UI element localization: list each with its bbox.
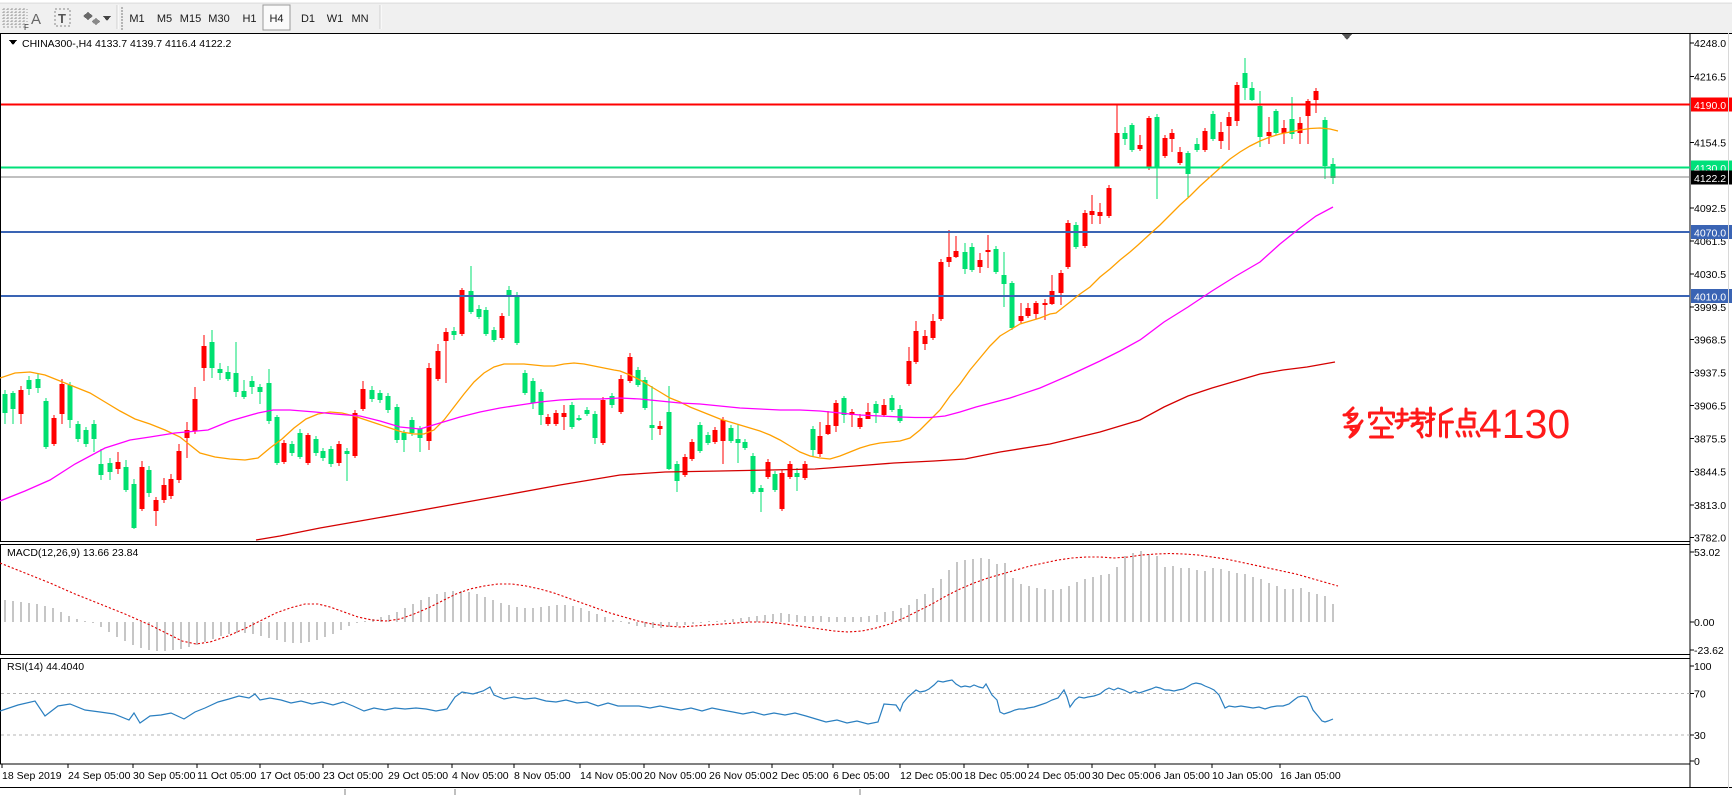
svg-text:D1: D1 (301, 13, 315, 25)
svg-text:18 Dec 05:00: 18 Dec 05:00 (964, 770, 1027, 782)
svg-text:12 Dec 05:00: 12 Dec 05:00 (900, 770, 963, 782)
svg-text:26 Nov 05:00: 26 Nov 05:00 (709, 770, 772, 782)
svg-text:16 Jan 05:00: 16 Jan 05:00 (1280, 770, 1341, 782)
svg-text:23 Oct 05:00: 23 Oct 05:00 (323, 770, 383, 782)
svg-text:3875.5: 3875.5 (1694, 433, 1726, 445)
svg-text:4154.5: 4154.5 (1694, 137, 1726, 149)
svg-text:M5: M5 (157, 13, 172, 25)
svg-text:4122.2: 4122.2 (1694, 173, 1726, 185)
svg-text:MN: MN (351, 13, 368, 25)
svg-text:4010.0: 4010.0 (1694, 292, 1726, 304)
svg-text:4030.5: 4030.5 (1694, 269, 1726, 281)
svg-text:14 Nov 05:00: 14 Nov 05:00 (580, 770, 643, 782)
svg-text:RSI(14) 44.4040: RSI(14) 44.4040 (7, 661, 84, 673)
svg-text:4248.0: 4248.0 (1694, 38, 1726, 50)
svg-text:11 Oct 05:00: 11 Oct 05:00 (197, 770, 257, 782)
svg-text:8 Nov 05:00: 8 Nov 05:00 (514, 770, 571, 782)
svg-text:CHINA300-,H4 4133.7 4139.7 41: CHINA300-,H4 4133.7 4139.7 4116.4 4122.2 (22, 38, 232, 50)
svg-text:4216.5: 4216.5 (1694, 71, 1726, 83)
svg-text:30 Dec 05:00: 30 Dec 05:00 (1092, 770, 1155, 782)
svg-text:18 Sep 2019: 18 Sep 2019 (2, 770, 62, 782)
svg-text:T: T (58, 11, 66, 26)
svg-text:70: 70 (1694, 689, 1706, 701)
svg-text:17 Oct 05:00: 17 Oct 05:00 (260, 770, 320, 782)
svg-text:0.00: 0.00 (1694, 617, 1715, 629)
svg-text:3999.5: 3999.5 (1694, 302, 1726, 314)
svg-text:3813.0: 3813.0 (1694, 500, 1726, 512)
svg-text:4190.0: 4190.0 (1694, 100, 1726, 112)
svg-text:F: F (24, 23, 29, 32)
svg-text:3906.5: 3906.5 (1694, 401, 1726, 413)
svg-text:A: A (31, 11, 41, 28)
svg-text:2 Dec 05:00: 2 Dec 05:00 (772, 770, 829, 782)
svg-text:30 Sep 05:00: 30 Sep 05:00 (133, 770, 196, 782)
svg-text:4070.0: 4070.0 (1694, 228, 1726, 240)
svg-text:H4: H4 (269, 13, 283, 25)
svg-text:6 Jan 05:00: 6 Jan 05:00 (1155, 770, 1210, 782)
svg-text:100: 100 (1694, 661, 1712, 673)
svg-text:M1: M1 (129, 13, 144, 25)
svg-text:4130: 4130 (1479, 401, 1570, 447)
svg-text:10 Jan 05:00: 10 Jan 05:00 (1212, 770, 1273, 782)
svg-text:MACD(12,26,9) 13.66 23.84: MACD(12,26,9) 13.66 23.84 (7, 547, 138, 559)
svg-text:53.02: 53.02 (1694, 547, 1720, 559)
svg-text:3782.0: 3782.0 (1694, 533, 1726, 545)
svg-text:20 Nov 05:00: 20 Nov 05:00 (644, 770, 707, 782)
svg-text:24 Sep 05:00: 24 Sep 05:00 (68, 770, 131, 782)
svg-text:4 Nov 05:00: 4 Nov 05:00 (452, 770, 509, 782)
svg-text:H1: H1 (242, 13, 256, 25)
svg-text:M15: M15 (180, 13, 201, 25)
svg-text:-23.62: -23.62 (1694, 645, 1724, 657)
svg-text:M30: M30 (208, 13, 229, 25)
svg-text:24 Dec 05:00: 24 Dec 05:00 (1028, 770, 1091, 782)
svg-text:0: 0 (1694, 756, 1700, 768)
svg-text:W1: W1 (327, 13, 344, 25)
svg-text:4092.5: 4092.5 (1694, 203, 1726, 215)
svg-text:3937.5: 3937.5 (1694, 368, 1726, 380)
svg-text:3968.5: 3968.5 (1694, 335, 1726, 347)
svg-text:29 Oct 05:00: 29 Oct 05:00 (388, 770, 448, 782)
svg-text:3844.5: 3844.5 (1694, 466, 1726, 478)
svg-text:6 Dec 05:00: 6 Dec 05:00 (833, 770, 890, 782)
svg-text:30: 30 (1694, 730, 1706, 742)
